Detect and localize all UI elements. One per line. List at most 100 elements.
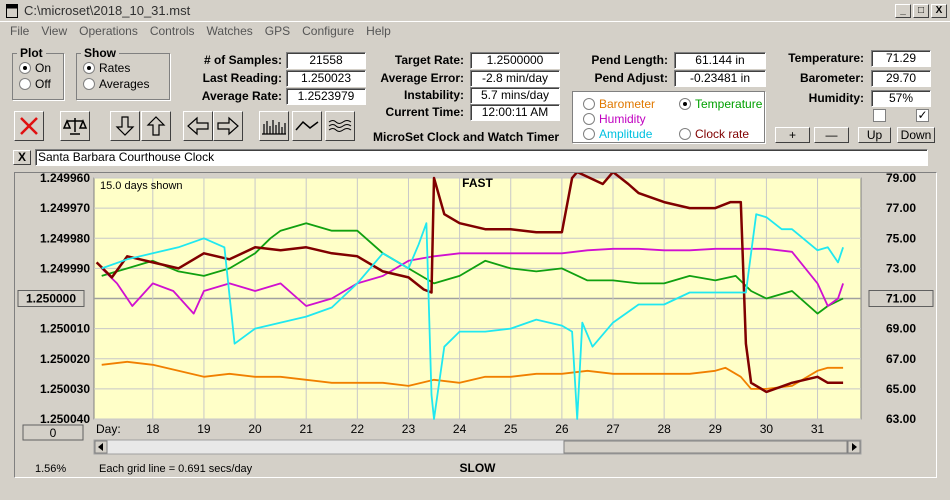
average-rate-field: 1.2523979: [286, 88, 366, 105]
close-button[interactable]: X: [931, 4, 947, 18]
left-tick-label: 1.249980: [40, 231, 90, 245]
scroll-thumb[interactable]: [563, 440, 848, 454]
sensor-clock-rate-option[interactable]: Clock rate: [673, 126, 749, 142]
scale-button[interactable]: [60, 111, 90, 141]
menu-view[interactable]: View: [41, 24, 68, 38]
left-tick-label: 1.250010: [40, 322, 90, 336]
minus-button[interactable]: —: [814, 127, 849, 143]
plot-on-option[interactable]: On: [13, 60, 63, 76]
radio-humidity[interactable]: [583, 113, 595, 125]
fast-label: FAST: [462, 176, 493, 190]
bars-button[interactable]: [259, 111, 289, 141]
radio-off[interactable]: [19, 78, 31, 90]
average-error-field: -2.8 min/day: [470, 70, 560, 87]
chart-frame: 18 19 20 21 22 23 24 25 26 27 28 29 30 31 1.249960 1.24…: [14, 170, 937, 478]
left-tick-label: 1.249960: [40, 173, 90, 185]
program-title: MicroSet Clock and Watch Timer: [373, 130, 560, 144]
current-time-field: 12:00:11 AM: [470, 104, 560, 121]
app-icon: [6, 3, 18, 18]
instability-label: Instability:: [403, 88, 464, 102]
series-line-clock-rate: [95, 170, 844, 394]
x-tick-label: 28: [657, 422, 671, 436]
close-plot-button[interactable]: [14, 111, 44, 141]
radio-barometer[interactable]: [583, 98, 595, 110]
multi-wave-icon: [328, 120, 352, 132]
menu-help[interactable]: Help: [366, 24, 391, 38]
plus-button[interactable]: +: [775, 127, 810, 143]
menu-gps[interactable]: GPS: [264, 24, 291, 38]
checkbox-right[interactable]: ✓: [916, 108, 929, 122]
down-button[interactable]: Down: [897, 127, 935, 143]
minimize-button[interactable]: _: [895, 4, 911, 18]
plot-group-legend: Plot: [20, 46, 43, 60]
radio-clock-rate[interactable]: [679, 128, 691, 140]
radio-averages[interactable]: [83, 78, 95, 90]
pend-length-field: 61.144 in: [674, 52, 766, 69]
right-tick-label: 79.00: [886, 173, 916, 185]
sensor-humidity-option[interactable]: Humidity: [577, 111, 646, 127]
instability-field: 5.7 mins/day: [470, 87, 560, 104]
zero-button[interactable]: [22, 424, 84, 441]
clear-name-button[interactable]: X: [13, 150, 31, 165]
radio-amplitude[interactable]: [583, 128, 595, 140]
wave-icon: [295, 120, 319, 131]
right-arrow-button[interactable]: [213, 111, 243, 141]
right-tick-label: 65.00: [886, 382, 916, 396]
checkbox-left[interactable]: [873, 109, 886, 122]
right-tick-label: 63.00: [886, 412, 916, 426]
barometer-field: 29.70: [871, 70, 931, 87]
x-tick-label: 20: [248, 422, 262, 436]
target-rate-field: 1.2500000: [470, 52, 560, 69]
menu-operations[interactable]: Operations: [79, 24, 138, 38]
show-group: Show Rates Averages: [76, 46, 170, 100]
right-center-button[interactable]: [868, 290, 934, 307]
x-tick-label: 23: [402, 422, 416, 436]
show-rates-option[interactable]: Rates: [77, 60, 169, 76]
x-tick-label: 21: [300, 422, 314, 436]
window-title: C:\microset\2018_10_31.mst: [24, 3, 191, 18]
slow-label: SLOW: [460, 461, 497, 475]
wave-button[interactable]: [292, 111, 322, 141]
show-averages-option[interactable]: Averages: [77, 76, 169, 92]
up-arrow-icon: [146, 116, 166, 136]
down-arrow-button[interactable]: [110, 111, 140, 141]
plot-off-option[interactable]: Off: [13, 76, 63, 92]
samples-field: 21558: [286, 52, 366, 69]
scale-icon: [62, 118, 88, 135]
left-center-button[interactable]: [17, 290, 85, 307]
left-tick-label: 1.250030: [40, 382, 90, 396]
down-arrow-icon: [115, 116, 135, 136]
sensor-temperature-option[interactable]: Temperature: [673, 96, 762, 112]
menu-watches[interactable]: Watches: [206, 24, 253, 38]
radio-rates[interactable]: [83, 62, 95, 74]
multi-wave-button[interactable]: [325, 111, 355, 141]
x-tick-label: 29: [709, 422, 723, 436]
menu-bar: File View Operations Controls Watches GP…: [4, 24, 397, 42]
chart-svg: 18 19 20 21 22 23 24 25 26 27 28 29 30 31 1.249960 1.24…: [17, 170, 934, 475]
up-arrow-button[interactable]: [141, 111, 171, 141]
maximize-button[interactable]: □: [913, 4, 929, 18]
temperature-field: 71.29: [871, 50, 931, 67]
menu-controls[interactable]: Controls: [149, 24, 195, 38]
humidity-field: 57%: [871, 90, 931, 107]
target-rate-label: Target Rate:: [394, 53, 464, 67]
close-icon: [20, 117, 38, 135]
scroll-right-arrow-icon: [852, 443, 857, 451]
left-arrow-button[interactable]: [183, 111, 213, 141]
up-button[interactable]: Up: [858, 127, 891, 143]
title-bar: C:\microset\2018_10_31.mst _ □ X: [0, 0, 950, 22]
average-error-label: Average Error:: [380, 71, 464, 85]
show-group-legend: Show: [84, 46, 116, 60]
sensor-barometer-option[interactable]: Barometer: [577, 96, 655, 112]
menu-configure[interactable]: Configure: [302, 24, 355, 38]
sensor-amplitude-option[interactable]: Amplitude: [577, 126, 652, 142]
radio-on[interactable]: [19, 62, 31, 74]
menu-file[interactable]: File: [10, 24, 30, 38]
radio-temperature[interactable]: [679, 98, 691, 110]
right-arrow-icon: [217, 116, 239, 136]
x-tick-label: 27: [606, 422, 620, 436]
last-reading-field: 1.250023: [286, 70, 366, 87]
clock-name-field[interactable]: Santa Barbara Courthouse Clock: [35, 149, 928, 166]
pend-adjust-field: -0.23481 in: [674, 70, 766, 87]
sensor-select-box: Barometer Temperature Humidity Amplitude…: [572, 91, 765, 143]
